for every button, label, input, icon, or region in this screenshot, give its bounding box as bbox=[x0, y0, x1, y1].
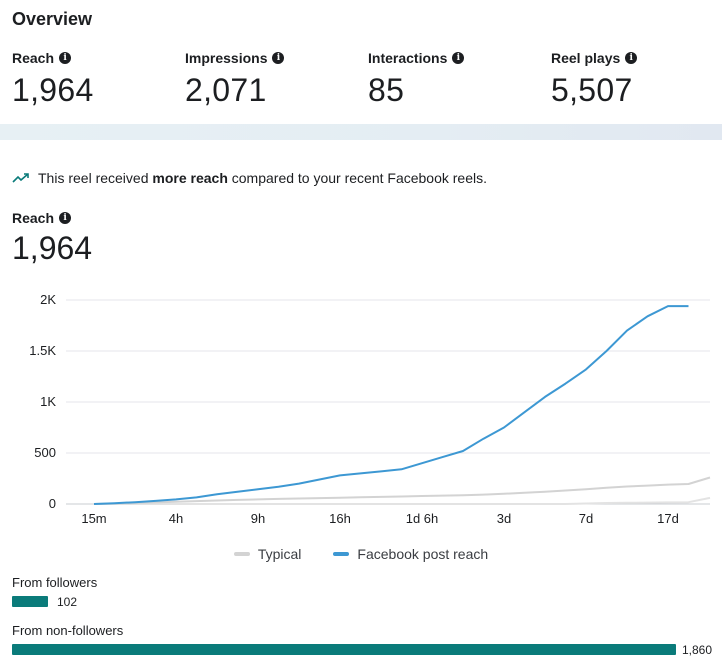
metric-interactions: Interactions i 85 bbox=[368, 50, 465, 109]
insight-emphasis: more reach bbox=[152, 170, 228, 186]
legend-label-reach: Facebook post reach bbox=[357, 546, 489, 562]
info-icon[interactable]: i bbox=[59, 212, 72, 224]
x-tick-label: 9h bbox=[251, 511, 265, 526]
metric-reach: Reach i 1,964 bbox=[12, 50, 94, 109]
non-followers-value: 1,860 bbox=[682, 643, 713, 657]
series-facebook-post-reach bbox=[93, 305, 689, 505]
section-divider bbox=[0, 124, 722, 140]
reach-chart: 0 500 1K 1.5K 2K 15m 4h 9h 16h 1d 6h 3d 7d 17d bbox=[29, 292, 711, 526]
reach-insight: This reel received more reach compared t… bbox=[12, 170, 487, 186]
info-icon[interactable]: i bbox=[452, 52, 465, 64]
legend-item-reach[interactable]: Facebook post reach bbox=[333, 546, 488, 562]
followers-label: From followers bbox=[12, 575, 98, 590]
y-tick-label: 2K bbox=[40, 292, 56, 307]
followers-bar bbox=[12, 596, 48, 607]
reach-value: 1,964 bbox=[12, 230, 93, 266]
x-tick-label: 15m bbox=[81, 511, 106, 526]
insight-text: This reel received more reach compared t… bbox=[38, 170, 487, 186]
y-tick-label: 1K bbox=[40, 394, 56, 409]
metric-value: 1,964 bbox=[12, 72, 94, 108]
x-tick-label: 1d 6h bbox=[406, 511, 439, 526]
trending-up-icon bbox=[12, 173, 29, 183]
metric-value: 2,071 bbox=[185, 72, 267, 108]
y-tick-label: 0 bbox=[49, 496, 56, 511]
metric-label: Interactions bbox=[368, 50, 448, 66]
x-tick-label: 7d bbox=[579, 511, 593, 526]
non-followers-bar bbox=[12, 644, 676, 655]
metric-value: 5,507 bbox=[551, 72, 633, 108]
legend-item-typical[interactable]: Typical bbox=[233, 546, 302, 562]
info-icon[interactable]: i bbox=[625, 52, 638, 64]
metric-impressions: Impressions i 2,071 bbox=[185, 50, 285, 109]
metric-label: Reel plays bbox=[551, 50, 621, 66]
legend-swatch-typical bbox=[233, 552, 250, 556]
overview-title: Overview bbox=[12, 9, 93, 29]
insight-prefix: This reel received bbox=[38, 170, 153, 186]
metric-label: Reach bbox=[12, 50, 55, 66]
info-icon[interactable]: i bbox=[59, 52, 72, 64]
legend-swatch-reach bbox=[333, 552, 350, 556]
reach-label-text: Reach bbox=[12, 210, 55, 226]
info-icon[interactable]: i bbox=[272, 52, 285, 64]
non-followers-label: From non-followers bbox=[12, 623, 124, 638]
metric-label: Impressions bbox=[185, 50, 268, 66]
reach-label: Reach i bbox=[12, 210, 72, 226]
followers-value: 102 bbox=[57, 595, 78, 609]
metric-value: 85 bbox=[368, 72, 405, 108]
y-tick-label: 500 bbox=[34, 445, 56, 460]
chart-legend: Typical Facebook post reach bbox=[0, 546, 722, 562]
insight-suffix: compared to your recent Facebook reels. bbox=[227, 170, 488, 186]
x-tick-label: 16h bbox=[329, 511, 351, 526]
x-tick-label: 17d bbox=[657, 511, 679, 526]
metric-reel-plays: Reel plays i 5,507 bbox=[551, 50, 638, 109]
y-tick-label: 1.5K bbox=[29, 343, 56, 358]
series-typical bbox=[93, 476, 711, 505]
x-tick-label: 3d bbox=[497, 511, 511, 526]
x-tick-label: 4h bbox=[169, 511, 183, 526]
legend-label-typical: Typical bbox=[257, 546, 302, 562]
series-typical bbox=[94, 496, 711, 505]
